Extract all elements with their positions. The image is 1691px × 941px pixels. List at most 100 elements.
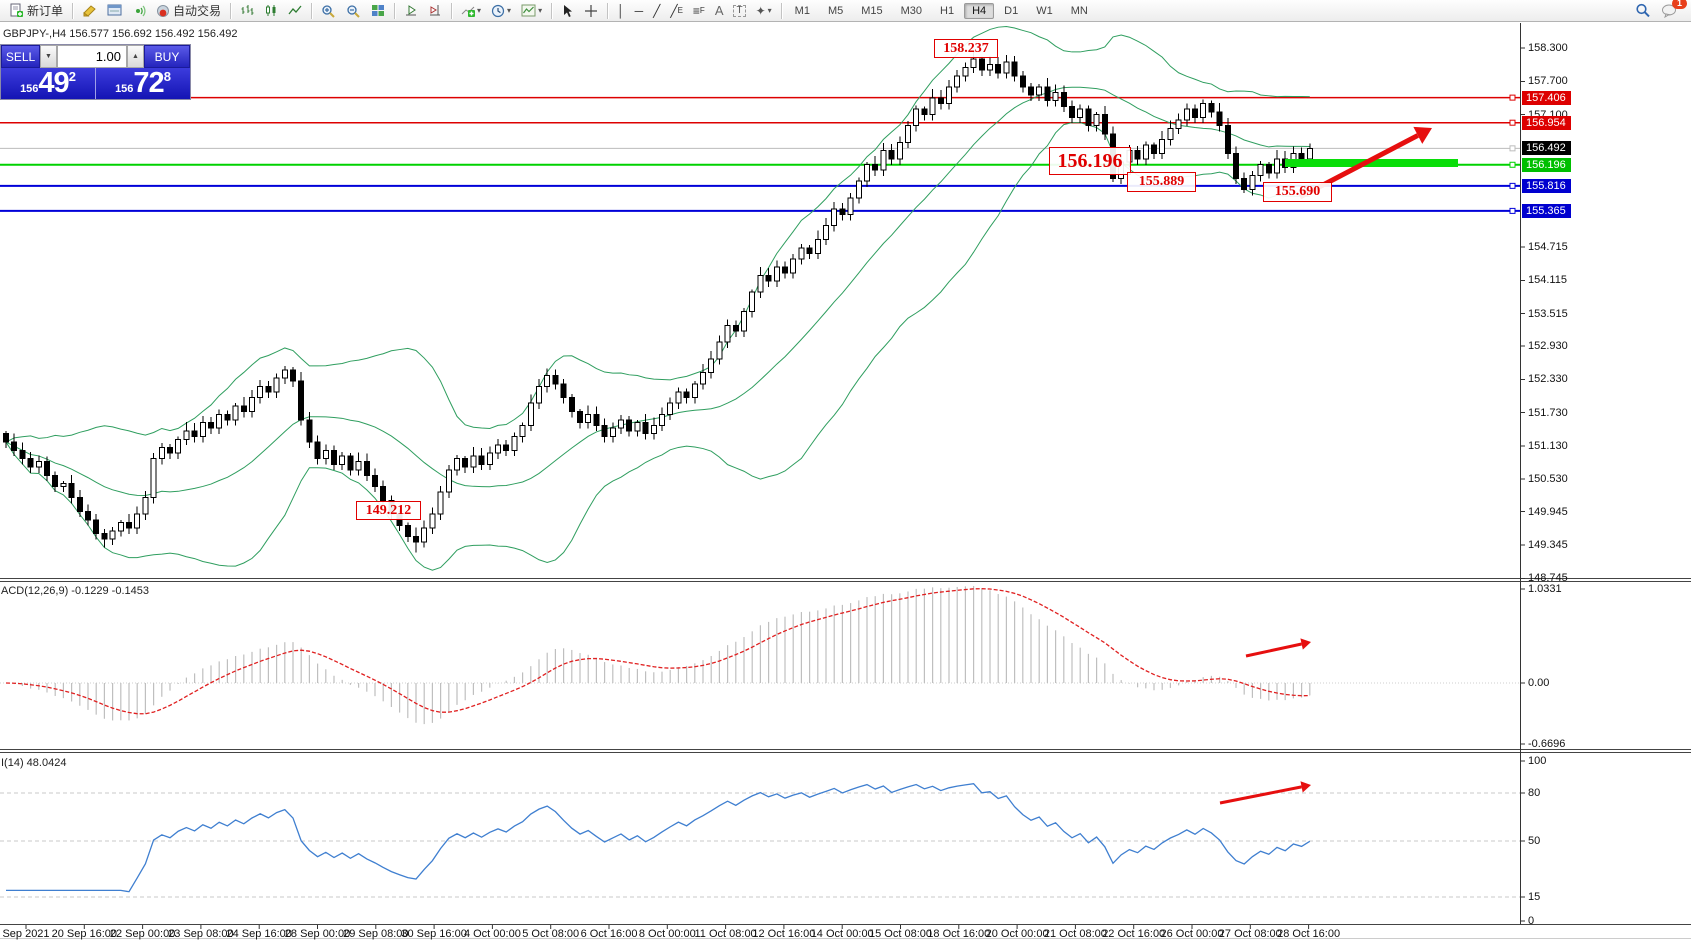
- buy-price-main: 72: [133, 67, 164, 99]
- sell-button[interactable]: SELL: [1, 45, 40, 68]
- zoom-out-button[interactable]: [342, 1, 365, 21]
- price-annotation[interactable]: 155.889: [1127, 172, 1196, 192]
- buy-button[interactable]: BUY: [144, 45, 190, 68]
- time-axis-label: 8 Oct 00:00: [638, 928, 696, 940]
- dropdown-caret: ▾: [538, 6, 543, 15]
- timeframe-button-d1[interactable]: D1: [1004, 4, 1019, 17]
- fibonacci-button[interactable]: ≡ F: [692, 3, 705, 18]
- candlestick-chart-button[interactable]: [260, 1, 282, 21]
- channel-button[interactable]: ╱ E: [670, 3, 683, 18]
- time-axis-label: 29 Sep 08:00: [343, 928, 409, 940]
- text-button[interactable]: A: [714, 2, 724, 18]
- bar-chart-button[interactable]: [236, 1, 258, 21]
- price-annotation[interactable]: 156.196: [1049, 147, 1131, 175]
- price-tick-label: 152.330: [1528, 373, 1568, 386]
- toolbar-right-cluster: 1: [1630, 0, 1687, 21]
- autotrade-icon: [157, 4, 170, 17]
- market-watch-button[interactable]: [78, 1, 101, 21]
- time-axis-label: 6 Oct 16:00: [580, 928, 638, 940]
- tile-windows-button[interactable]: [367, 1, 389, 21]
- toolbar-separator: [311, 2, 313, 19]
- buy-price[interactable]: 156 72 8: [96, 68, 190, 99]
- notifications-button[interactable]: 1: [1657, 0, 1687, 21]
- volume-input[interactable]: 1.00: [57, 45, 127, 68]
- macd-signal-line: [5, 588, 1310, 715]
- dropdown-caret: ▾: [767, 6, 772, 15]
- pane-frame: [0, 23, 1691, 939]
- line-chart-button[interactable]: [284, 1, 306, 21]
- time-axis-label: 24 Sep 16:00: [226, 928, 292, 940]
- new-order-button[interactable]: 新订单: [5, 1, 67, 21]
- search-icon: [1636, 3, 1650, 18]
- time-axis-label: 26 Oct 00:00: [1160, 928, 1224, 940]
- time-axis-label: 27 Oct 08:00: [1218, 928, 1282, 940]
- macd-histogram: [13, 585, 1311, 725]
- quote-prices-row: 156 49 2 156 72 8: [1, 68, 190, 99]
- macd-tick-label: 1.0331: [1528, 583, 1562, 595]
- autotrade-button[interactable]: 自动交易: [152, 1, 225, 21]
- terminal-window-icon: [107, 4, 122, 16]
- new-order-icon: [10, 3, 23, 17]
- timeframe-button-m15[interactable]: M15: [861, 4, 883, 17]
- candlesticks: [3, 51, 1313, 553]
- timeframe-button-h1[interactable]: H1: [940, 4, 955, 17]
- sell-price-prefix: 156: [20, 83, 39, 95]
- macd-tick-label: 0.00: [1528, 677, 1550, 689]
- cursor-button[interactable]: [557, 1, 578, 21]
- template-icon: [521, 4, 536, 17]
- macd-header: ACD(12,26,9) -0.1229 -0.1453: [1, 585, 149, 597]
- volume-increase-button[interactable]: ▲: [127, 45, 144, 68]
- time-axis-label: 4 Oct 00:00: [463, 928, 521, 940]
- terminal-button[interactable]: [103, 1, 126, 21]
- chart-shift-button[interactable]: [424, 1, 446, 21]
- price-tick-label: 154.115: [1528, 274, 1567, 287]
- rsi-tick-label: 100: [1528, 755, 1547, 767]
- timeframe-button-h4[interactable]: H4: [964, 2, 995, 19]
- sell-price[interactable]: 156 49 2: [1, 68, 96, 99]
- time-axis-label: 15 Oct 08:00: [869, 928, 932, 940]
- timeframe-button-m5[interactable]: M5: [827, 4, 844, 17]
- price-tag-label: 157.406: [1522, 90, 1571, 105]
- support-zone-bar[interactable]: [1285, 159, 1458, 167]
- trendline-button[interactable]: ╱: [653, 3, 661, 18]
- volume-decrease-button[interactable]: ▼: [40, 45, 57, 68]
- signals-button[interactable]: [128, 1, 150, 21]
- zoom-in-button[interactable]: [317, 1, 340, 21]
- text-label-icon: T: [733, 4, 746, 17]
- price-tick-label: 148.745: [1528, 572, 1568, 585]
- text-label-button[interactable]: T: [729, 1, 749, 21]
- zoom-in-icon: [322, 4, 335, 18]
- periods-button[interactable]: ▾: [487, 1, 515, 21]
- arrows-button[interactable]: ✦ ▾: [752, 1, 776, 21]
- time-axis-label: 22 Oct 16:00: [1102, 928, 1166, 940]
- timeframe-button-m1[interactable]: M1: [794, 4, 810, 17]
- main-toolbar: 新订单: [0, 0, 1691, 22]
- price-tick-label: 153.515: [1528, 307, 1568, 320]
- bar-chart-icon: [241, 5, 254, 15]
- price-annotation[interactable]: 149.212: [356, 501, 421, 520]
- chart-canvas[interactable]: [0, 22, 1691, 939]
- auto-scroll-button[interactable]: [400, 1, 422, 21]
- timeframe-button-m30[interactable]: M30: [900, 4, 923, 17]
- yellow-marker-icon: [83, 5, 96, 17]
- indicators-button[interactable]: ▾: [457, 1, 485, 21]
- timeframe-button-mn[interactable]: MN: [1070, 4, 1088, 17]
- line-chart-icon: [288, 5, 302, 15]
- price-annotation[interactable]: 155.690: [1263, 182, 1332, 202]
- signal-icon: [136, 5, 146, 17]
- templates-button[interactable]: ▾: [517, 1, 546, 21]
- price-tag-label: 156.492: [1522, 141, 1571, 156]
- price-tick-label: 152.930: [1528, 340, 1568, 353]
- price-annotation[interactable]: 158.237: [934, 39, 998, 58]
- time-axis-label: 11 Oct 08:00: [694, 928, 757, 940]
- search-button[interactable]: [1631, 1, 1655, 21]
- timeframe-button-w1[interactable]: W1: [1036, 4, 1053, 17]
- chat-bubble-icon: [1662, 4, 1676, 18]
- price-tick-label: 157.700: [1528, 75, 1568, 88]
- time-axis-label: 28 Oct 16:00: [1277, 928, 1341, 940]
- crosshair-button[interactable]: [580, 1, 602, 21]
- horizontal-line-button[interactable]: ─: [634, 3, 644, 18]
- vertical-line-button[interactable]: │: [617, 3, 625, 18]
- trend-arrows[interactable]: [1219, 126, 1432, 805]
